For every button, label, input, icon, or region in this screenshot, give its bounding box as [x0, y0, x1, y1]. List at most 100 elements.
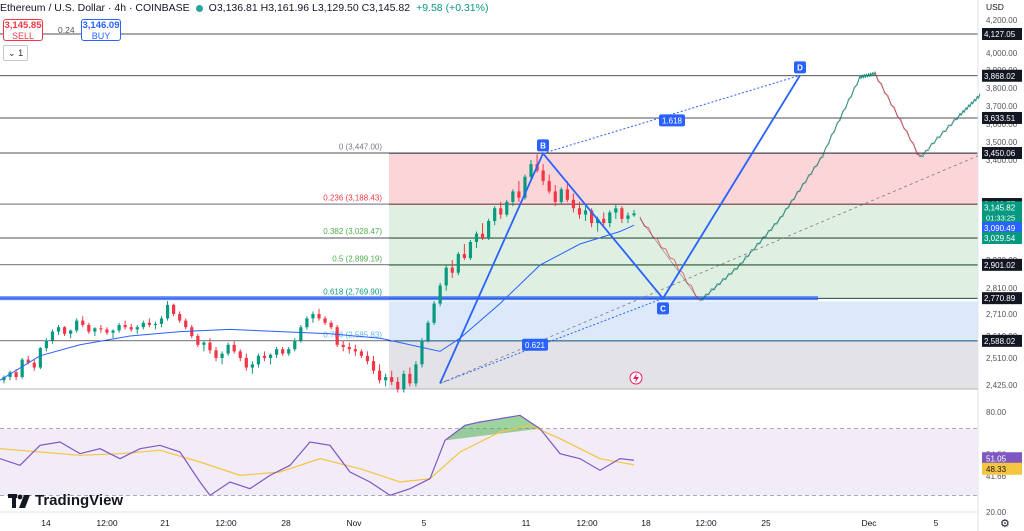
candle-body[interactable] [20, 359, 24, 378]
candle-body[interactable] [190, 327, 194, 336]
candle-body[interactable] [450, 267, 454, 273]
candle-body[interactable] [135, 327, 139, 330]
candle-body[interactable] [571, 199, 576, 209]
candle-body[interactable] [329, 322, 333, 328]
candle-body[interactable] [462, 254, 466, 258]
candle-body[interactable] [426, 322, 430, 341]
candle-body[interactable] [32, 362, 36, 368]
candle-body[interactable] [105, 329, 109, 333]
candle-body[interactable] [129, 327, 133, 330]
candle-body[interactable] [359, 351, 364, 356]
candle-body[interactable] [250, 364, 254, 368]
candle-body[interactable] [50, 331, 55, 341]
candle-body[interactable] [377, 370, 382, 381]
candle-body[interactable] [287, 349, 291, 354]
candle-body[interactable] [371, 361, 376, 371]
support-band[interactable] [0, 296, 818, 301]
candle-body[interactable] [559, 189, 563, 202]
candle-body[interactable] [44, 340, 49, 349]
rsi-line[interactable] [0, 414, 635, 497]
candle-body[interactable] [493, 208, 497, 221]
candle-body[interactable] [444, 267, 448, 286]
candle-body[interactable] [165, 304, 170, 319]
candle-body[interactable] [238, 351, 242, 358]
candle-body[interactable] [414, 364, 418, 384]
currency-label[interactable]: USD [986, 2, 1004, 12]
candle-body[interactable] [147, 322, 151, 325]
candle-body[interactable] [256, 355, 261, 365]
candle-body[interactable] [117, 325, 121, 331]
candle-body[interactable] [480, 233, 485, 238]
candle-body[interactable] [529, 164, 533, 177]
candle-body[interactable] [111, 330, 115, 333]
candle-body[interactable] [81, 320, 85, 325]
candle-body[interactable] [75, 320, 79, 331]
candle-body[interactable] [87, 325, 91, 332]
candle-body[interactable] [583, 210, 588, 215]
candle-body[interactable] [565, 189, 569, 200]
candle-body[interactable] [159, 318, 164, 324]
candle-body[interactable] [2, 377, 6, 381]
candle-body[interactable] [396, 381, 400, 390]
candle-body[interactable] [511, 191, 515, 202]
price-line-badge[interactable] [982, 292, 1022, 305]
candle-body[interactable] [608, 212, 612, 224]
candle-body[interactable] [626, 215, 630, 219]
candle-body[interactable] [456, 254, 460, 273]
candle-body[interactable] [384, 377, 388, 381]
candle-body[interactable] [541, 170, 545, 181]
price-line-badge[interactable] [982, 146, 1022, 159]
candle-body[interactable] [323, 318, 327, 323]
candle-body[interactable] [56, 327, 61, 332]
candle-body[interactable] [214, 350, 218, 358]
candle-body[interactable] [347, 347, 351, 350]
candle-body[interactable] [311, 314, 315, 319]
candle-body[interactable] [420, 340, 424, 365]
candle-body[interactable] [632, 213, 636, 216]
candle-body[interactable] [553, 191, 557, 202]
candle-body[interactable] [196, 336, 200, 345]
sell-button[interactable]: 3,145.85 SELL [3, 19, 43, 41]
candle-body[interactable] [305, 318, 309, 328]
harmonic-pattern-line[interactable] [439, 74, 801, 384]
candle-body[interactable] [602, 218, 606, 224]
candle-body[interactable] [244, 358, 248, 368]
candle-body[interactable] [62, 327, 67, 334]
candle-body[interactable] [123, 325, 127, 328]
candle-body[interactable] [390, 377, 394, 382]
candle-body[interactable] [505, 201, 509, 215]
candle-body[interactable] [317, 314, 321, 319]
candle-body[interactable] [620, 208, 624, 219]
price-line-badge[interactable] [982, 69, 1022, 82]
pattern-point-d[interactable] [794, 61, 806, 74]
candle-body[interactable] [499, 208, 503, 215]
candle-body[interactable] [274, 349, 279, 355]
candle-body[interactable] [268, 354, 273, 358]
candle-body[interactable] [468, 242, 473, 258]
candle-body[interactable] [153, 323, 158, 325]
candle-body[interactable] [341, 344, 345, 347]
pattern-point-c[interactable] [657, 302, 669, 315]
settings-gear-icon[interactable]: ⚙ [1000, 518, 1010, 530]
candle-body[interactable] [577, 208, 582, 215]
candle-body[interactable] [474, 233, 479, 242]
candle-body[interactable] [596, 218, 600, 224]
candle-body[interactable] [299, 327, 303, 341]
candle-body[interactable] [226, 344, 230, 354]
candle-body[interactable] [262, 355, 267, 358]
price-line-badge[interactable] [982, 258, 1022, 271]
candle-body[interactable] [335, 327, 339, 345]
candle-body[interactable] [517, 191, 521, 198]
candle-body[interactable] [523, 176, 527, 198]
collapse-toggle[interactable]: ⌄ 1 [3, 45, 29, 61]
price-line-badge[interactable] [982, 111, 1022, 124]
candle-body[interactable] [232, 344, 236, 352]
candle-body[interactable] [614, 208, 618, 213]
candle-body[interactable] [178, 314, 182, 321]
candle-body[interactable] [208, 342, 212, 351]
candle-body[interactable] [202, 342, 206, 345]
candle-body[interactable] [172, 304, 176, 314]
price-line-badge[interactable] [982, 334, 1022, 347]
candle-body[interactable] [99, 328, 103, 330]
